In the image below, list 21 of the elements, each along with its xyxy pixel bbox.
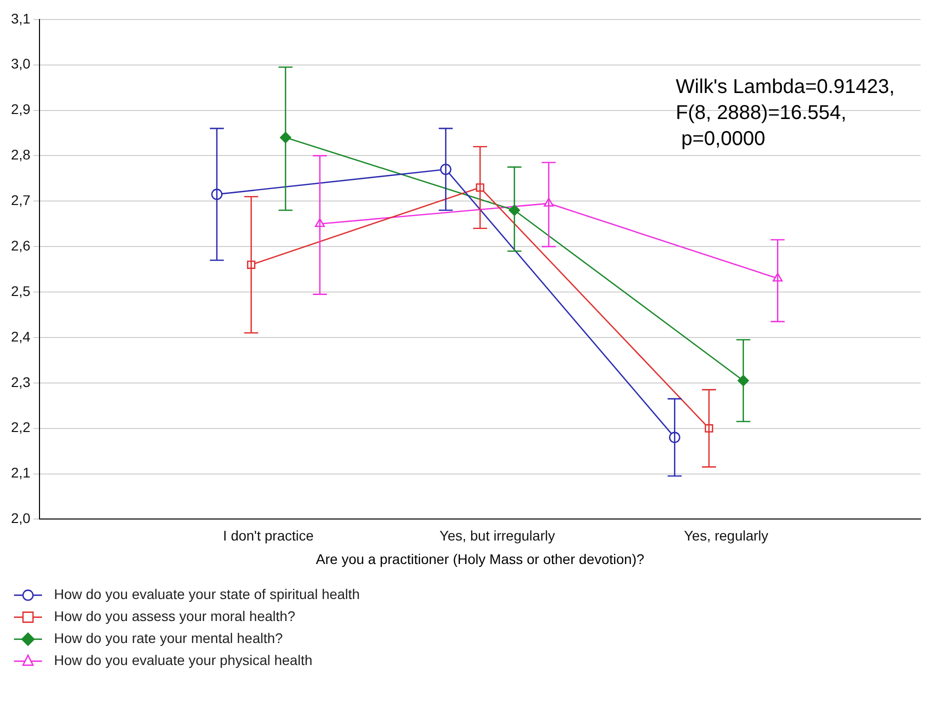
y-tick-label: 3,0 — [10, 56, 31, 72]
y-tick-label: 2,8 — [10, 146, 31, 163]
annotation: Wilk's Lambda=0.91423, F(8, 2888)=16.554, p=0,0000 — [676, 76, 895, 150]
y-tick-label: 2,4 — [10, 328, 31, 344]
y-tick-label: 2,6 — [10, 237, 31, 254]
y-tick-label: 3,1 — [10, 10, 31, 26]
legend-label: How do you evaluate your state of spiritual health — [54, 586, 360, 602]
x-tick-label: Yes, regularly — [684, 527, 768, 544]
y-tick-label: 2,1 — [10, 464, 31, 481]
y-tick-label: 2,2 — [10, 419, 31, 436]
x-tick-label: Yes, but irregularly — [440, 527, 555, 544]
x-tick-label: I don't practice — [223, 527, 314, 544]
y-tick-label: 2,3 — [10, 374, 31, 390]
y-tick-label: 2,9 — [10, 101, 31, 118]
legend-label: How do you evaluate your physical health — [54, 652, 312, 668]
legend-label: How do you rate your mental health? — [54, 630, 284, 646]
y-tick-label: 2,5 — [10, 282, 31, 299]
legend-label: How do you assess your moral health? — [54, 608, 296, 624]
x-axis-title: Are you a practitioner (Holy Mass or other devotion)? — [316, 551, 644, 568]
y-tick-label: 2,0 — [10, 510, 31, 526]
y-tick-label: 2,7 — [10, 192, 31, 208]
